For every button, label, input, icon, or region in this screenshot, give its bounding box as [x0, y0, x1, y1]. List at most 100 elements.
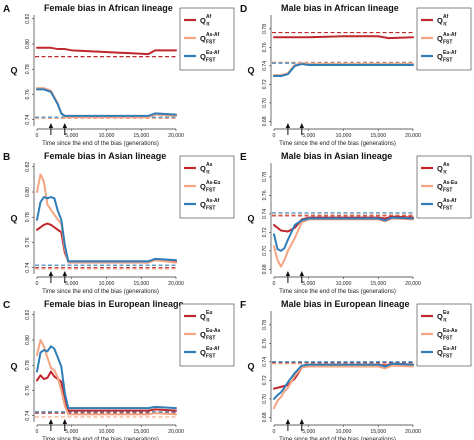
legend-superscript: As-Eu — [443, 180, 457, 186]
y-tick-label: 0.76 — [262, 42, 268, 52]
legend-superscript: As — [206, 162, 213, 168]
y-tick-label: 0.74 — [25, 263, 31, 273]
series-line-blue — [273, 216, 414, 252]
x-axis-label: Time since the end of the bias (generati… — [279, 437, 396, 440]
chart-title: Female bias in Asian lineage — [44, 151, 166, 161]
x-tick-label: 10,000 — [336, 133, 352, 139]
y-tick-label: 0.74 — [262, 357, 268, 367]
legend-q-label: Q — [200, 200, 206, 209]
time-arrow-head — [285, 271, 291, 276]
panel-label: F — [240, 300, 246, 311]
y-axis-label: Q — [247, 66, 254, 76]
x-tick-label: 10,000 — [99, 429, 115, 435]
series-line-blue — [36, 88, 177, 117]
legend-q-label: Q — [437, 200, 443, 209]
x-tick-label: 5,000 — [65, 429, 78, 435]
x-tick-label: 15,000 — [133, 429, 149, 435]
x-tick-label: 20,000 — [168, 133, 184, 139]
y-axis-label: Q — [247, 214, 254, 224]
legend-q-label: Q — [437, 348, 443, 357]
legend-q-label: Q — [200, 34, 206, 43]
legend-superscript: Eu-Af — [443, 50, 457, 56]
series-line-orange — [36, 173, 177, 264]
legend-q-label: Q — [200, 52, 206, 61]
time-arrow-head — [299, 271, 304, 276]
y-tick-label: 0.78 — [262, 24, 268, 34]
legend-superscript: Af — [206, 14, 212, 20]
x-tick-label: 5,000 — [302, 281, 315, 287]
y-axis-label: Q — [10, 66, 17, 76]
time-arrow-head — [285, 419, 291, 424]
x-tick-label: 20,000 — [405, 133, 421, 139]
legend-subscript: FST — [443, 206, 452, 212]
legend-subscript: π — [206, 170, 210, 176]
x-tick-label: 5,000 — [302, 133, 315, 139]
chart-title: Female bias in African lineage — [44, 3, 173, 13]
chart-title: Male bias in European lineage — [281, 299, 410, 309]
series-line-orange — [36, 339, 177, 416]
x-tick-label: 0 — [36, 429, 39, 435]
legend-subscript: π — [443, 22, 447, 28]
x-axis-label: Time since the end of the bias (generati… — [42, 141, 159, 147]
y-tick-label: 0.76 — [262, 190, 268, 200]
y-tick-label: 0.76 — [25, 237, 31, 247]
y-tick-label: 0.74 — [262, 61, 268, 71]
time-arrow-head — [62, 271, 67, 276]
legend-q-label: Q — [437, 312, 443, 321]
y-tick-label: 0.72 — [262, 227, 268, 237]
chart-panel-B: B Female bias in Asian lineage 0.74 0.76 0.7… — [3, 151, 235, 295]
x-tick-label: 5,000 — [65, 133, 78, 139]
legend-subscript: π — [206, 22, 210, 28]
y-tick-label: 0.82 — [25, 14, 31, 24]
legend-superscript: As-Af — [443, 198, 457, 204]
y-tick-label: 0.78 — [25, 64, 31, 74]
series-line-blue — [36, 345, 177, 410]
y-tick-label: 0.68 — [262, 264, 268, 274]
y-tick-label: 0.72 — [262, 375, 268, 385]
legend-q-label: Q — [200, 16, 206, 25]
legend-subscript: π — [443, 318, 447, 324]
panel-label: E — [240, 152, 247, 163]
y-tick-label: 0.72 — [262, 79, 268, 89]
x-axis-label: Time since the end of the bias (generati… — [279, 289, 396, 295]
y-tick-label: 0.78 — [262, 172, 268, 182]
x-tick-label: 0 — [273, 429, 276, 435]
legend-subscript: FST — [443, 40, 452, 46]
legend-subscript: FST — [206, 188, 215, 194]
chart-panel-C: C Female bias in European lineage 0.74 0.76… — [3, 299, 235, 440]
legend-q-label: Q — [437, 330, 443, 339]
x-tick-label: 5,000 — [65, 281, 78, 287]
legend-q-label: Q — [437, 164, 443, 173]
panel-label: A — [3, 4, 10, 15]
series-line-blue — [273, 63, 414, 78]
legend-q-label: Q — [200, 330, 206, 339]
chart-title: Male bias in Asian lineage — [281, 151, 392, 161]
legend-superscript: Eu — [443, 310, 449, 316]
y-tick-label: 0.80 — [25, 335, 31, 345]
legend-superscript: Eu — [206, 310, 212, 316]
panel-label: D — [240, 4, 247, 15]
x-tick-label: 0 — [36, 133, 39, 139]
x-axis-label: Time since the end of the bias (generati… — [42, 289, 159, 295]
legend-superscript: Eu-Af — [206, 50, 220, 56]
y-tick-label: 0.68 — [262, 412, 268, 422]
y-tick-label: 0.70 — [262, 246, 268, 256]
legend-q-label: Q — [200, 312, 206, 321]
panel-label: C — [3, 300, 10, 311]
series-line-blue — [273, 362, 414, 400]
legend-q-label: Q — [437, 16, 443, 25]
legend-superscript: As-Af — [443, 32, 457, 38]
time-arrow-head — [285, 123, 291, 128]
legend-q-label: Q — [437, 182, 443, 191]
y-tick-label: 0.78 — [25, 360, 31, 370]
legend-subscript: π — [206, 318, 210, 324]
series-line-blue — [36, 196, 177, 263]
y-axis-label: Q — [10, 362, 17, 372]
x-tick-label: 10,000 — [336, 429, 352, 435]
legend-subscript: FST — [206, 354, 215, 360]
